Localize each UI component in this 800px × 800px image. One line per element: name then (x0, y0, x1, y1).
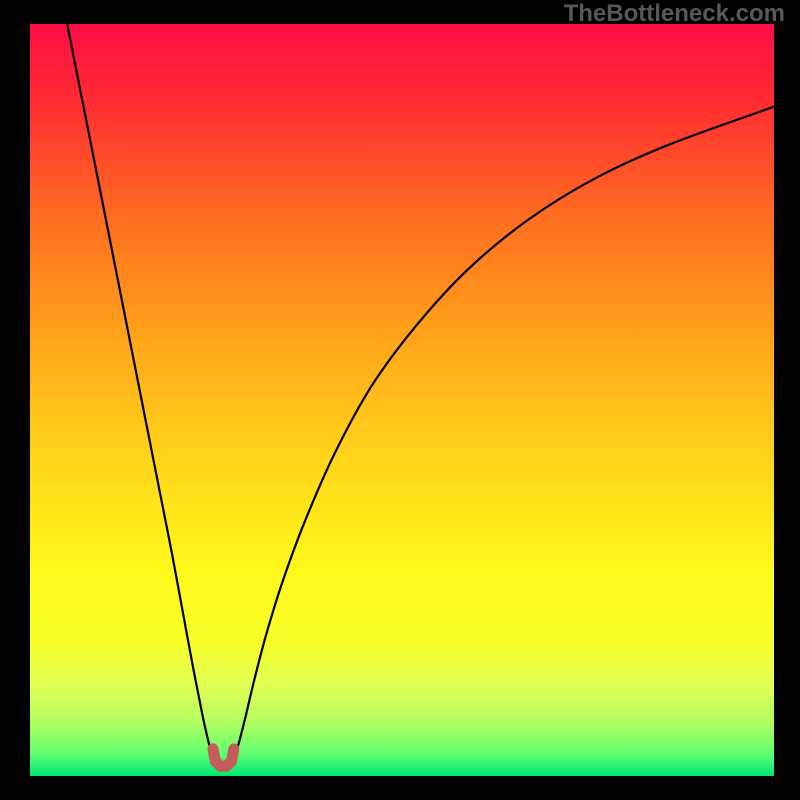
chart-container: TheBottleneck.com (0, 0, 800, 800)
plot-area (30, 24, 774, 776)
bottleneck-curve-left (67, 24, 213, 758)
optimal-point-marker (213, 749, 234, 766)
bottleneck-curve-right (234, 107, 774, 758)
curve-layer (30, 24, 774, 776)
watermark-text: TheBottleneck.com (564, 0, 785, 28)
